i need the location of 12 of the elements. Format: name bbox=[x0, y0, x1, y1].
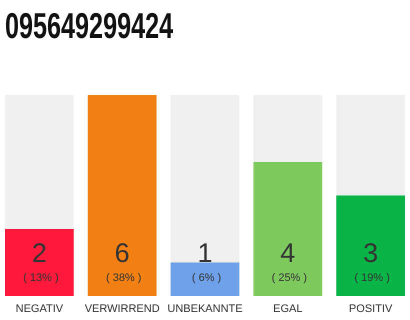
x-tick-label: UNBEKANNTE bbox=[167, 303, 243, 315]
data-label: 6 ( 38% ) bbox=[102, 238, 142, 284]
x-tick-label: NEGATIV bbox=[16, 303, 64, 315]
x-tick-label: VERWIRREND bbox=[84, 303, 160, 315]
data-label: 3 ( 19% ) bbox=[351, 238, 390, 284]
data-label: 1 ( 6% ) bbox=[188, 238, 222, 284]
x-tick-label: POSITIV bbox=[348, 303, 393, 315]
x-tick-label: EGAL bbox=[273, 303, 302, 315]
data-label: 2 ( 13% ) bbox=[20, 238, 59, 284]
bar bbox=[170, 262, 240, 296]
chart-title: 095649299424 bbox=[5, 6, 174, 46]
data-label: 4 ( 25% ) bbox=[268, 238, 308, 284]
